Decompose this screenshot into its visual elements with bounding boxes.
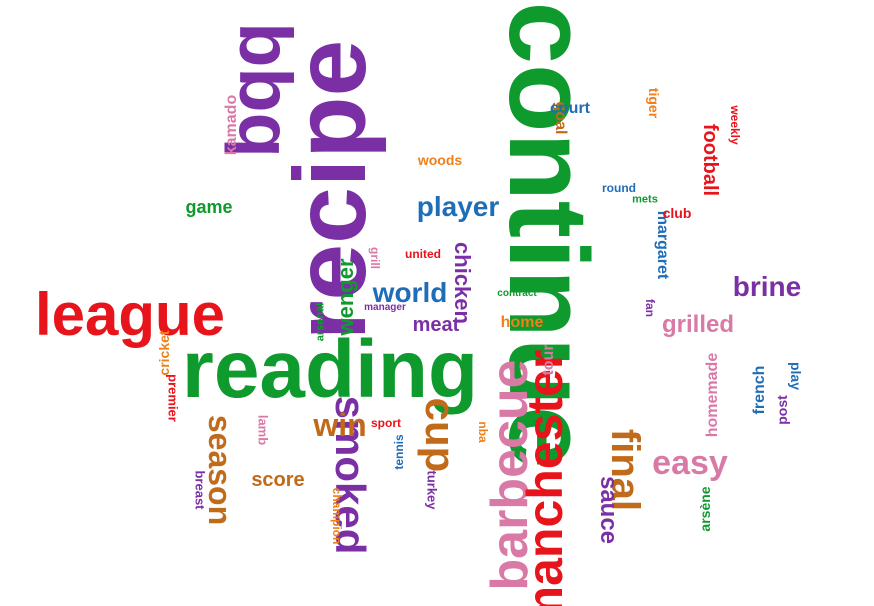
word-mets: mets xyxy=(632,193,658,206)
word-cricket: cricket xyxy=(156,330,172,376)
word-united: united xyxy=(405,247,441,261)
word-french: french xyxy=(751,365,768,415)
word-game: game xyxy=(185,197,233,217)
word-sport: sport xyxy=(371,416,401,430)
word-premier: premier xyxy=(165,374,181,422)
word-arsene: arsène xyxy=(697,486,713,532)
word-manager: manager xyxy=(364,302,406,313)
word-score: score xyxy=(251,469,305,491)
word-tour: tour xyxy=(540,344,557,376)
word-meat: meat xyxy=(412,314,460,336)
word-football: football xyxy=(699,123,721,197)
word-fan: fan xyxy=(643,299,657,317)
word-easy: easy xyxy=(652,444,728,482)
word-tiger: tiger xyxy=(646,87,662,119)
word-breast: breast xyxy=(192,470,208,510)
word-turkey: turkey xyxy=(424,470,440,510)
word-homemade: homemade xyxy=(704,352,721,438)
word-court: court xyxy=(550,100,590,117)
word-wenger: wenger xyxy=(333,258,358,336)
word-post: post xyxy=(774,395,790,425)
word-grill: grill xyxy=(368,246,382,270)
word-tennis: tennis xyxy=(392,434,406,470)
word-world: world xyxy=(372,277,448,308)
word-win: win xyxy=(313,407,367,443)
word-arsenal: arsenal xyxy=(314,302,327,342)
word-cup: cup xyxy=(417,397,464,473)
word-round: round xyxy=(602,181,636,195)
word-manchester: manchester xyxy=(517,349,573,606)
word-kamado: kamado xyxy=(223,94,240,156)
word-sauce: sauce xyxy=(595,475,622,545)
word-nba: nba xyxy=(476,421,490,443)
word-play: play xyxy=(788,361,804,391)
word-reading: reading xyxy=(181,324,479,415)
word-grilled: grilled xyxy=(661,311,735,338)
word-season: season xyxy=(202,414,238,526)
word-home: home xyxy=(500,314,544,331)
word-margaret: margaret xyxy=(654,210,671,280)
word-champion: champion xyxy=(330,487,344,545)
word-chicken: chicken xyxy=(450,242,475,324)
word-lamb: lamb xyxy=(255,414,271,446)
word-contract: contract xyxy=(497,288,537,299)
word-woods: woods xyxy=(417,152,463,168)
word-brine: brine xyxy=(732,271,802,302)
word-club: club xyxy=(662,205,692,221)
word-league: league xyxy=(34,281,226,348)
word-weekly: weekly xyxy=(728,105,742,145)
word-player: player xyxy=(416,191,500,222)
